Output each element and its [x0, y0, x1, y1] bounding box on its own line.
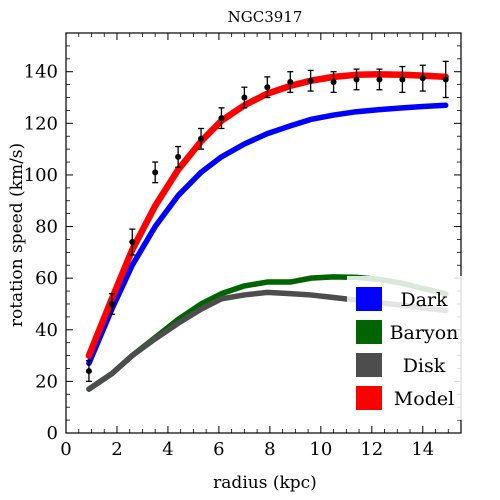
y-tick-label: 20: [35, 371, 58, 392]
observation-marker: [376, 76, 383, 83]
data-point: [330, 71, 337, 94]
legend-label: Dark: [400, 289, 448, 311]
legend-swatch: [356, 287, 382, 311]
legend: Dark Baryon Disk Model: [347, 276, 462, 420]
observation-marker: [287, 79, 294, 86]
observation-marker: [198, 135, 205, 142]
x-tick-label: 14: [411, 439, 434, 460]
y-tick-label: 0: [47, 423, 58, 444]
data-point: [198, 127, 205, 150]
data-point: [419, 64, 426, 92]
data-point: [218, 107, 225, 130]
x-axis-title: radius (kpc): [213, 473, 317, 493]
x-tick-label: 2: [111, 439, 122, 460]
data-point: [376, 68, 383, 91]
data-point: [287, 71, 294, 94]
y-tick-label: 80: [35, 217, 58, 238]
y-tick-label: 120: [24, 113, 58, 134]
x-tick-label: 8: [264, 439, 275, 460]
y-axis-title: rotation speed (km/s): [7, 143, 27, 327]
observation-marker: [175, 153, 182, 160]
observation-marker: [152, 169, 159, 176]
observation-marker: [307, 77, 314, 84]
y-tick-label: 100: [24, 165, 58, 186]
data-point: [307, 69, 314, 92]
data-point: [241, 86, 248, 109]
legend-item-model: Model: [356, 386, 454, 410]
plot-frame: [65, 32, 462, 434]
legend-item-baryon: Baryon: [356, 320, 458, 344]
observation-marker: [129, 239, 136, 246]
observation-marker: [241, 94, 248, 101]
legend-item-disk: Disk: [356, 353, 446, 377]
observation-marker: [330, 79, 337, 86]
chart-title: NGC3917: [228, 8, 303, 26]
observations-layer: [85, 60, 449, 383]
data-point: [264, 76, 271, 99]
observation-marker: [442, 76, 449, 83]
data-point: [108, 292, 115, 315]
x-tick-label: 0: [60, 439, 71, 460]
data-point: [399, 65, 406, 94]
data-point: [85, 360, 92, 383]
observation-marker: [108, 300, 115, 307]
y-tick-label: 140: [24, 62, 58, 83]
data-point: [129, 228, 136, 256]
x-tick-label: 10: [309, 439, 332, 460]
data-point: [175, 145, 182, 168]
legend-item-dark: Dark: [356, 287, 448, 311]
y-tick-label: 40: [35, 320, 58, 341]
data-point: [152, 161, 159, 184]
legend-swatch: [356, 353, 382, 377]
legend-label: Model: [394, 388, 454, 410]
observation-marker: [419, 75, 426, 82]
y-tick-label: 60: [35, 268, 58, 289]
data-point: [353, 68, 360, 91]
data-point: [442, 60, 449, 99]
legend-swatch: [356, 386, 382, 410]
observation-marker: [399, 76, 406, 83]
legend-label: Disk: [403, 355, 446, 377]
x-tick-label: 12: [360, 439, 383, 460]
observation-marker: [353, 76, 360, 83]
legend-label: Baryon: [390, 322, 459, 344]
plot-border: [65, 32, 462, 434]
legend-swatch: [356, 320, 382, 344]
observation-marker: [85, 368, 92, 375]
observation-marker: [264, 84, 271, 91]
x-tick-label: 4: [162, 439, 173, 460]
x-tick-label: 6: [213, 439, 224, 460]
series-line-dark: [86, 102, 449, 367]
observation-marker: [218, 115, 225, 122]
